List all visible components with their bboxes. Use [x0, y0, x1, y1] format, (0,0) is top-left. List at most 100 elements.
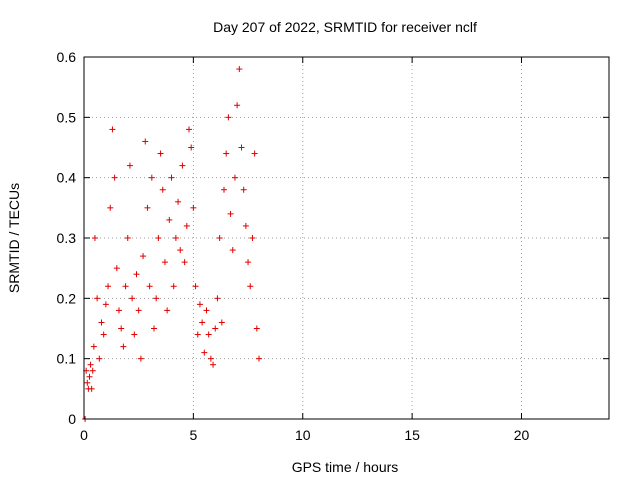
x-tick-label: 10 [295, 427, 311, 443]
x-tick-label: 15 [404, 427, 420, 443]
data-point [218, 319, 225, 326]
data-point [140, 253, 147, 260]
data-point [96, 355, 103, 362]
data-point [170, 283, 177, 290]
data-point [223, 150, 230, 157]
data-point [91, 235, 98, 241]
data-point [225, 114, 232, 121]
data-point [122, 283, 129, 290]
data-point [157, 150, 164, 157]
data-point [214, 295, 221, 302]
data-point [175, 198, 182, 205]
y-tick-label: 0.3 [57, 230, 77, 246]
data-point [113, 265, 120, 272]
data-point [181, 259, 188, 266]
data-point [89, 367, 96, 374]
data-point [251, 150, 258, 157]
data-point [253, 325, 260, 332]
data-point [188, 144, 195, 151]
y-tick-label: 0.4 [57, 170, 77, 186]
data-point [111, 174, 118, 181]
data-point [90, 343, 97, 350]
data-point [203, 307, 210, 314]
y-tick-label: 0.1 [57, 351, 77, 367]
x-tick-label: 5 [189, 427, 197, 443]
data-point [142, 138, 149, 145]
data-point [146, 283, 153, 290]
grid-lines [84, 57, 609, 419]
data-point [196, 301, 203, 308]
data-point [98, 319, 105, 326]
data-series-srmtid [82, 66, 262, 422]
data-point [159, 186, 166, 193]
data-point [231, 174, 238, 181]
data-point [186, 126, 192, 133]
data-point [135, 307, 142, 314]
data-point [153, 295, 160, 302]
data-point [216, 235, 223, 241]
data-point [126, 162, 133, 169]
data-point [192, 283, 199, 290]
data-point [148, 174, 155, 181]
data-point [107, 204, 114, 211]
data-point [84, 379, 91, 386]
data-point [137, 355, 144, 362]
data-point [144, 204, 151, 211]
data-point [88, 385, 95, 392]
data-point [183, 222, 190, 229]
data-point [207, 355, 214, 362]
data-point [109, 126, 116, 133]
data-point [177, 247, 184, 254]
y-tick-label: 0.2 [57, 290, 77, 306]
data-point [227, 210, 234, 217]
data-point [229, 247, 236, 254]
data-point [118, 325, 125, 332]
data-point [245, 259, 252, 266]
data-point [131, 331, 138, 338]
data-point [166, 216, 173, 223]
data-point [212, 325, 219, 332]
data-point [168, 174, 175, 181]
data-point [210, 361, 217, 368]
data-point [100, 331, 107, 338]
data-point [133, 271, 140, 278]
data-point [242, 222, 249, 229]
chart-title: Day 207 of 2022, SRMTID for receiver ncl… [213, 19, 477, 35]
data-point [236, 66, 243, 73]
data-point [172, 235, 179, 241]
data-point [120, 343, 127, 350]
data-point [240, 186, 247, 193]
data-point [86, 373, 93, 380]
axis-ticks: 0 0.1 0.2 0.3 0.4 0.5 0.6 0 5 10 15 20 [57, 49, 609, 443]
data-point [199, 319, 206, 326]
data-point [94, 295, 101, 302]
y-tick-label: 0.6 [57, 49, 77, 65]
x-tick-label: 0 [80, 427, 88, 443]
data-point [179, 162, 186, 169]
data-point [129, 295, 136, 302]
data-point [201, 349, 208, 356]
data-point [256, 355, 262, 362]
data-point [190, 204, 197, 211]
data-point [161, 259, 168, 266]
data-point [164, 307, 171, 314]
y-tick-label: 0 [68, 411, 76, 427]
data-point [151, 325, 157, 332]
data-point [205, 331, 212, 338]
x-tick-label: 20 [514, 427, 530, 443]
x-axis-label: GPS time / hours [292, 459, 399, 475]
data-point [155, 235, 162, 241]
y-tick-label: 0.5 [57, 109, 77, 125]
y-axis-label: SRMTID / TECUs [6, 183, 22, 293]
data-point [102, 301, 109, 308]
data-point [221, 186, 227, 193]
data-point [238, 144, 245, 151]
data-point [234, 102, 241, 109]
data-point [105, 283, 112, 290]
data-point [194, 331, 201, 338]
data-point [124, 235, 131, 241]
data-point [247, 283, 254, 290]
data-point [87, 361, 94, 368]
plot-frame [83, 56, 610, 420]
